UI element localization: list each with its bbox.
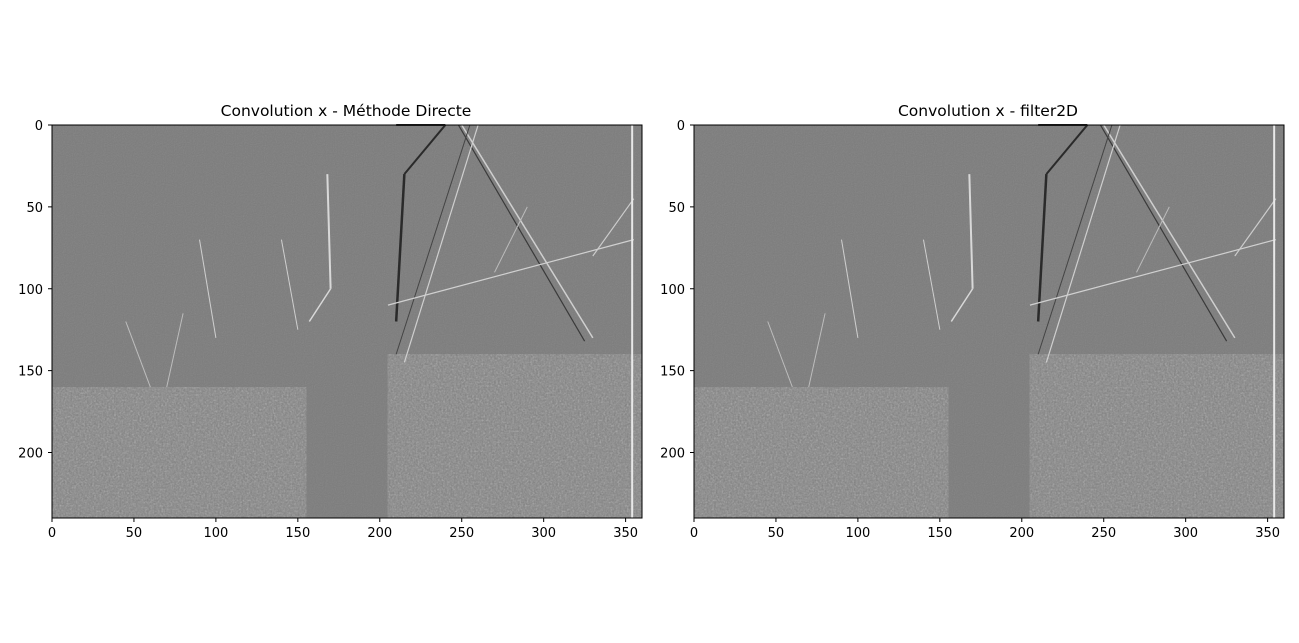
roof-edge	[1136, 206, 1170, 273]
branch-edge	[457, 124, 586, 342]
trunk-left-edge	[950, 288, 974, 322]
x-tick-label: 0	[690, 526, 698, 541]
y-axis: 0 50 100 150 200	[660, 119, 694, 462]
x-tick-label: 200	[367, 526, 392, 541]
branch-edge	[395, 124, 471, 355]
x-tick-label: 200	[1009, 526, 1034, 541]
branch-edge	[403, 124, 479, 363]
grass-edge	[767, 321, 793, 388]
x-tick-label: 300	[531, 526, 556, 541]
x-tick-label: 50	[768, 526, 785, 541]
roof-edge	[592, 198, 635, 257]
x-tick-label: 50	[126, 526, 143, 541]
branch-edge	[461, 124, 594, 339]
y-tick-label: 50	[26, 201, 43, 216]
subplot-title: Convolution x - Méthode Directe	[221, 102, 472, 120]
branch-edge	[922, 239, 941, 330]
x-tick-label: 150	[927, 526, 952, 541]
y-tick-label: 100	[18, 283, 43, 298]
y-tick-label: 0	[35, 119, 43, 134]
subplot-filter2d: Convolution x - filter2D 0 50 100 150 200 250…	[660, 102, 1285, 541]
y-tick-label: 50	[668, 201, 685, 216]
trunk-right-edge	[1036, 174, 1048, 322]
y-tick-label: 200	[660, 447, 685, 462]
roof-edge	[1029, 239, 1276, 306]
trunk-left-edge	[308, 288, 332, 322]
x-tick-label: 250	[449, 526, 474, 541]
roof-edge	[494, 206, 528, 273]
branch-edge	[1037, 124, 1113, 355]
roof-edge	[1234, 198, 1277, 257]
image-area	[52, 124, 642, 518]
x-tick-label: 250	[1091, 526, 1116, 541]
roof-edge	[387, 239, 634, 306]
grass-edge	[166, 313, 184, 388]
trunk-right-edge	[394, 174, 406, 322]
x-axis: 0 50 100 150 200 250 300 350	[48, 518, 638, 541]
x-tick-label: 350	[1255, 526, 1280, 541]
subplot-title: Convolution x - filter2D	[898, 102, 1078, 120]
branch-edge	[1045, 124, 1121, 363]
y-tick-label: 150	[660, 365, 685, 380]
branch-edge	[1099, 124, 1228, 342]
trunk-top-edge	[403, 124, 447, 175]
branch-edge	[1103, 124, 1236, 339]
x-tick-label: 0	[48, 526, 56, 541]
x-axis: 0 50 100 150 200 250 300 350	[690, 518, 1280, 541]
y-axis: 0 50 100 150 200	[18, 119, 52, 462]
x-tick-label: 100	[203, 526, 228, 541]
y-tick-label: 100	[660, 283, 685, 298]
plot-frame	[693, 124, 1285, 519]
grass-edge	[125, 321, 151, 388]
y-tick-label: 200	[18, 447, 43, 462]
subplot-direct-method: Convolution x - Méthode Directe 0 50 100 15…	[18, 102, 643, 541]
grass-edge	[808, 313, 826, 388]
image-area	[694, 124, 1284, 518]
x-tick-label: 100	[845, 526, 870, 541]
trunk-top-edge	[1045, 124, 1089, 175]
x-tick-label: 350	[613, 526, 638, 541]
x-tick-label: 300	[1173, 526, 1198, 541]
plot-frame	[51, 124, 643, 519]
branch-edge	[280, 239, 299, 330]
trunk-left-edge	[326, 174, 332, 289]
branch-edge	[199, 239, 217, 338]
x-tick-label: 150	[285, 526, 310, 541]
y-tick-label: 150	[18, 365, 43, 380]
texture-fine	[52, 125, 642, 518]
texture-fine	[694, 125, 1284, 518]
y-tick-label: 0	[677, 119, 685, 134]
trunk-left-edge	[968, 174, 974, 289]
branch-edge	[841, 239, 859, 338]
